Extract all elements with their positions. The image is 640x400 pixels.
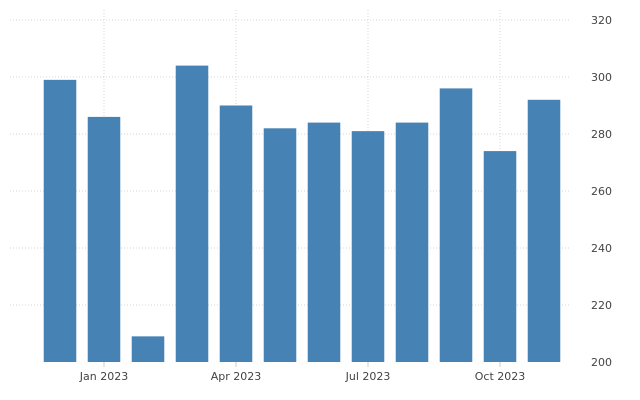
x-axis-ticks: Jan 2023 Apr 2023 Jul 2023 Oct 2023 xyxy=(79,362,525,383)
y-tick-label: 240 xyxy=(591,242,612,255)
bar[interactable] xyxy=(263,128,297,362)
x-tick-label: Jan 2023 xyxy=(79,370,128,383)
bar[interactable] xyxy=(439,88,473,363)
y-tick-label: 260 xyxy=(591,185,612,198)
bar[interactable] xyxy=(43,79,77,362)
bar[interactable] xyxy=(175,65,209,362)
x-tick-label: Oct 2023 xyxy=(475,370,526,383)
bar[interactable] xyxy=(219,105,253,363)
bar[interactable] xyxy=(527,99,561,363)
x-tick-label: Jul 2023 xyxy=(345,370,391,383)
bar[interactable] xyxy=(131,336,165,362)
y-axis-ticks: 200 220 240 260 280 300 320 xyxy=(591,14,612,369)
y-tick-label: 300 xyxy=(591,71,612,84)
bar-series xyxy=(43,65,561,363)
bar[interactable] xyxy=(483,151,517,362)
bar[interactable] xyxy=(87,116,121,363)
y-tick-label: 200 xyxy=(591,356,612,369)
y-tick-label: 220 xyxy=(591,299,612,312)
bar[interactable] xyxy=(351,131,385,362)
y-tick-label: 320 xyxy=(591,14,612,27)
x-tick-label: Apr 2023 xyxy=(211,370,262,383)
bar[interactable] xyxy=(395,122,429,362)
y-tick-label: 280 xyxy=(591,128,612,141)
bar[interactable] xyxy=(307,122,341,362)
